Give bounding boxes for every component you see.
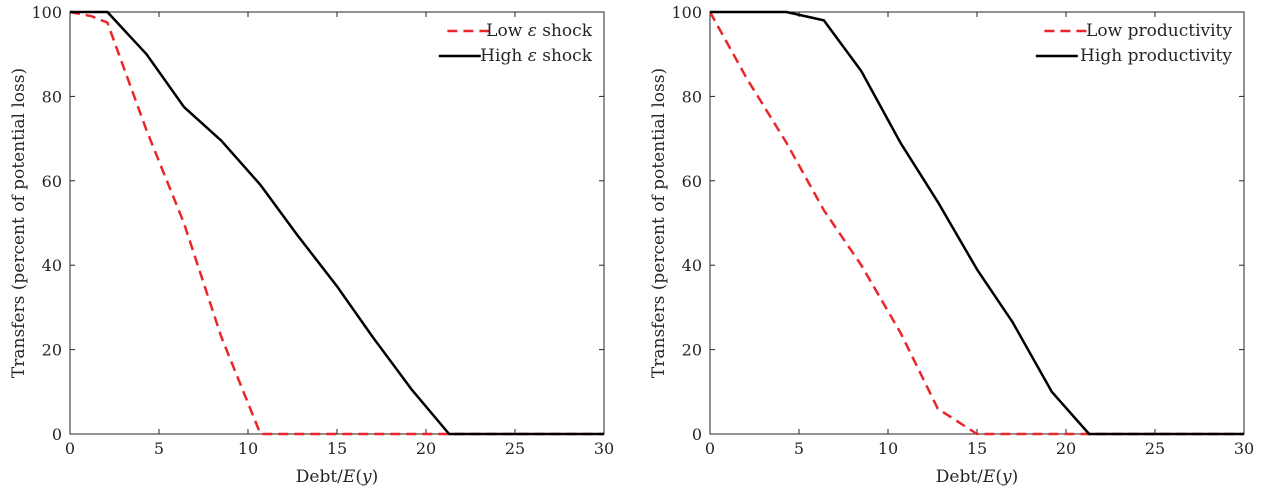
chart-left: 0 5 10 15 20 25 30 0 20 40 60 80 100 Debt/E(y) Transfe… [0, 0, 628, 496]
y-tick-label: 80 [682, 87, 702, 106]
y-tick-label: 100 [671, 3, 702, 22]
x-axis-label: Debt/E(y) [296, 467, 378, 487]
legend-label-1: Low productivity [1086, 21, 1232, 41]
legend-label-1: Low ε shock [486, 21, 593, 41]
x-tick-label: 25 [505, 439, 525, 458]
x-tick-label: 15 [967, 439, 987, 458]
y-tick-label: 60 [682, 172, 702, 191]
x-tick-label: 20 [416, 439, 436, 458]
y-tick-label: 80 [42, 87, 62, 106]
x-tick-label: 10 [878, 439, 898, 458]
y-tick-label: 20 [42, 341, 62, 360]
series-line-2 [710, 10, 1244, 436]
y-tick-label: 0 [52, 425, 62, 444]
x-tick-label: 0 [705, 439, 715, 458]
x-tick-label: 5 [794, 439, 804, 458]
y-tick-label: 40 [42, 256, 62, 275]
x-tick-label: 10 [238, 439, 258, 458]
y-tick-label: 100 [31, 3, 62, 22]
chart-right: 0 5 10 15 20 25 30 0 20 40 60 80 100 Debt/E(y) Transfe… [640, 0, 1268, 496]
y-tick-label: 20 [682, 341, 702, 360]
x-tick-label: 15 [327, 439, 347, 458]
plot-frame [69, 11, 605, 435]
legend-label-2: High productivity [1080, 46, 1232, 66]
chart-left-svg: 0 5 10 15 20 25 30 0 20 40 60 80 100 Debt/E(y) Transfe… [9, 3, 614, 487]
x-tick-label: 30 [594, 439, 614, 458]
x-axis-label: Debt/E(y) [936, 467, 1018, 487]
x-tick-label: 25 [1145, 439, 1165, 458]
series-line-2 [70, 10, 604, 436]
series-line-1 [69, 10, 604, 436]
legend-label-2: High ε shock [480, 46, 593, 66]
x-tick-label: 20 [1056, 439, 1076, 458]
series-line-1 [708, 11, 1244, 436]
y-tick-label: 40 [682, 256, 702, 275]
x-tick-label: 5 [154, 439, 164, 458]
plot-frame [709, 11, 1245, 435]
x-tick-label: 30 [1234, 439, 1254, 458]
x-tick-label: 0 [65, 439, 75, 458]
y-tick-label: 60 [42, 172, 62, 191]
y-tick-label: 0 [692, 425, 702, 444]
chart-right-svg: 0 5 10 15 20 25 30 0 20 40 60 80 100 Debt/E(y) Transfe… [649, 3, 1254, 487]
y-axis-label: Transfers (percent of potential loss) [649, 68, 669, 378]
y-axis-label: Transfers (percent of potential loss) [9, 68, 29, 378]
